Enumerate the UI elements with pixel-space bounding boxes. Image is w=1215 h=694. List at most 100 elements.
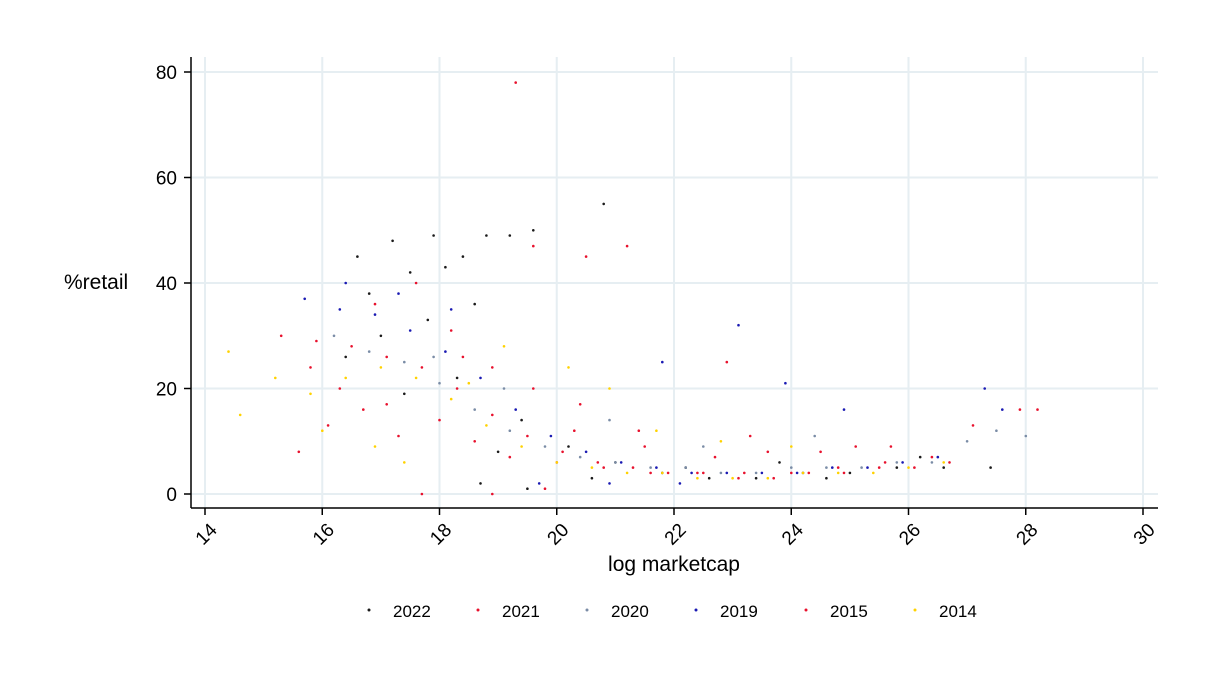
point-2019-5 xyxy=(479,376,482,380)
point-2022-26 xyxy=(989,466,992,469)
point-2022-16 xyxy=(520,418,523,422)
point-2021-16 xyxy=(649,471,652,475)
point-2014-17 xyxy=(801,471,805,475)
point-2021-20 xyxy=(836,466,840,469)
point-2014-14 xyxy=(696,476,699,480)
point-2022-24 xyxy=(895,466,899,469)
point-2021-12 xyxy=(473,440,477,443)
legend-marker-2021 xyxy=(476,608,480,612)
point-2021-27 xyxy=(578,403,582,406)
point-2022-29 xyxy=(590,476,594,480)
series-2020 xyxy=(332,334,1028,475)
point-2022-28 xyxy=(526,487,529,491)
legend-marker-2015 xyxy=(804,608,808,612)
point-2020-3 xyxy=(438,381,441,385)
point-2014-24 xyxy=(403,461,406,464)
point-2020-14 xyxy=(825,466,828,469)
point-2019-2 xyxy=(373,313,377,316)
x-tick-label-7: 28 xyxy=(1013,520,1043,550)
point-2022-2 xyxy=(432,234,435,237)
point-2022-5 xyxy=(508,234,512,237)
point-2015-6 xyxy=(491,413,494,417)
x-tick-label-3: 20 xyxy=(544,520,574,550)
point-2015-11 xyxy=(666,471,670,475)
point-2022-7 xyxy=(602,202,605,206)
point-2015-31 xyxy=(889,445,893,448)
point-2021-30 xyxy=(854,445,857,448)
point-2019-9 xyxy=(619,461,623,464)
point-2015-14 xyxy=(772,476,775,480)
point-2021-29 xyxy=(766,450,770,454)
point-2015-30 xyxy=(819,450,822,454)
point-2022-20 xyxy=(707,476,711,480)
point-2019-29 xyxy=(608,482,611,485)
y-tick-label-0: 0 xyxy=(166,485,177,506)
point-2019-14 xyxy=(795,471,799,475)
point-2020-21 xyxy=(608,418,611,422)
point-2015-28 xyxy=(713,455,717,459)
legend-marker-2014 xyxy=(913,608,917,612)
point-2019-21 xyxy=(784,381,787,385)
point-2015-0 xyxy=(279,334,283,338)
point-2019-22 xyxy=(842,408,846,411)
point-2014-20 xyxy=(907,466,910,469)
x-tick-label-5: 24 xyxy=(778,519,808,549)
point-2019-13 xyxy=(760,471,764,475)
x-tick-label-4: 22 xyxy=(661,520,691,550)
legend-label-2015: 2015 xyxy=(830,602,868,621)
point-2021-21 xyxy=(883,461,887,464)
point-2020-24 xyxy=(502,387,506,390)
point-2019-7 xyxy=(549,434,553,438)
point-2020-1 xyxy=(367,350,371,353)
x-tick-label-1: 16 xyxy=(309,520,339,550)
point-2014-1 xyxy=(238,413,242,417)
point-2021-19 xyxy=(790,471,793,475)
point-2020-23 xyxy=(813,434,816,438)
point-2019-3 xyxy=(408,329,412,332)
series-2014 xyxy=(227,345,945,480)
point-2022-6 xyxy=(532,229,535,232)
legend-marker-2020 xyxy=(585,608,589,612)
point-2020-19 xyxy=(995,429,998,433)
point-2019-23 xyxy=(983,387,986,390)
x-axis-ticks: 14 16 18 20 22 24 26 28 30 xyxy=(192,508,1160,550)
point-2015-21 xyxy=(326,424,330,427)
point-2021-13 xyxy=(508,455,512,459)
point-2020-11 xyxy=(719,471,723,475)
point-2019-6 xyxy=(514,408,517,411)
point-2015-13 xyxy=(737,476,740,480)
point-2014-21 xyxy=(942,461,945,464)
point-2022-25 xyxy=(942,466,945,469)
y-tick-label-2: 40 xyxy=(156,274,177,295)
point-2015-23 xyxy=(397,434,400,438)
point-2020-17 xyxy=(930,461,934,464)
point-2022-14 xyxy=(473,302,477,306)
point-2020-0 xyxy=(332,334,336,338)
point-2014-4 xyxy=(344,376,348,380)
point-2015-7 xyxy=(526,434,529,438)
point-2014-10 xyxy=(555,461,559,464)
point-2019-25 xyxy=(449,308,453,311)
point-2015-16 xyxy=(842,471,846,475)
point-2021-10 xyxy=(385,403,389,406)
point-2014-6 xyxy=(414,376,418,380)
point-2021-0 xyxy=(514,81,517,84)
point-2015-18 xyxy=(913,466,916,469)
point-2014-26 xyxy=(502,345,506,348)
point-2019-26 xyxy=(397,292,400,295)
point-2021-4 xyxy=(373,302,377,306)
point-2015-22 xyxy=(362,408,365,411)
series-2015 xyxy=(279,334,951,480)
point-2022-3 xyxy=(461,255,465,258)
point-2015-1 xyxy=(315,339,318,343)
point-2019-27 xyxy=(344,281,348,285)
point-2022-9 xyxy=(408,271,412,274)
point-2014-2 xyxy=(274,376,277,380)
point-2022-31 xyxy=(778,461,781,464)
point-2020-13 xyxy=(790,466,793,469)
point-2022-33 xyxy=(918,455,922,459)
point-2022-0 xyxy=(356,255,359,258)
point-2015-9 xyxy=(596,461,600,464)
point-2021-9 xyxy=(338,387,342,390)
